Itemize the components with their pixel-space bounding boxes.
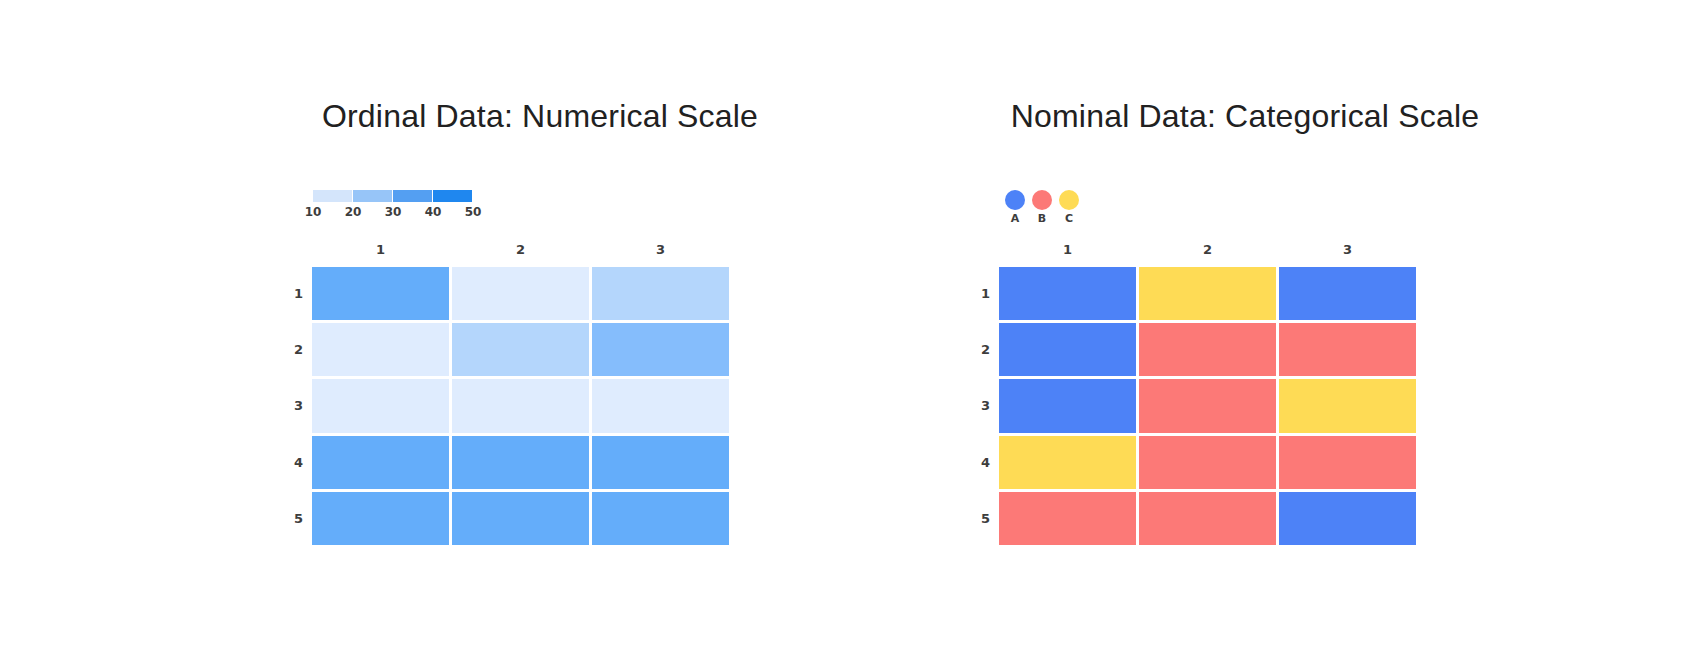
- heatmap-cell: [592, 379, 729, 432]
- ordinal-row-labels: 12345: [282, 267, 312, 545]
- row-label: 2: [969, 323, 999, 376]
- column-label: 1: [312, 242, 449, 260]
- heatmap-cell: [999, 267, 1136, 320]
- legend-item: C: [1059, 190, 1079, 225]
- row-label: 5: [969, 492, 999, 545]
- heatmap-cell: [1279, 267, 1416, 320]
- heatmap-cell: [999, 323, 1136, 376]
- heatmap-cell: [312, 323, 449, 376]
- heatmap-cell: [592, 492, 729, 545]
- heatmap-cell: [592, 267, 729, 320]
- row-label: 1: [282, 267, 312, 320]
- ramp-tick-label: 50: [459, 205, 487, 219]
- heatmap-cell: [1279, 379, 1416, 432]
- column-label: 3: [592, 242, 729, 260]
- heatmap-cell: [452, 267, 589, 320]
- heatmap-cell: [312, 267, 449, 320]
- ramp-tick-label: 10: [299, 205, 327, 219]
- heatmap-cell: [312, 492, 449, 545]
- ramp-tick-label: 40: [419, 205, 447, 219]
- legend-color-dot: [1059, 190, 1079, 210]
- heatmap-cell: [999, 436, 1136, 489]
- row-label: 4: [969, 436, 999, 489]
- heatmap-cell: [592, 323, 729, 376]
- heatmap-cell: [312, 379, 449, 432]
- ramp-swatch: [433, 190, 472, 202]
- legend-item: B: [1032, 190, 1052, 225]
- legend-item-label: B: [1038, 212, 1046, 225]
- heatmap-cell: [452, 323, 589, 376]
- column-label: 2: [1139, 242, 1276, 260]
- nominal-column-labels: 123: [999, 242, 1416, 260]
- heatmap-cell: [452, 492, 589, 545]
- row-label: 3: [969, 379, 999, 432]
- ordinal-column-labels: 123: [312, 242, 729, 260]
- row-label: 3: [282, 379, 312, 432]
- heatmap-cell: [1279, 436, 1416, 489]
- nominal-chart-title: Nominal Data: Categorical Scale: [985, 98, 1505, 135]
- column-label: 1: [999, 242, 1136, 260]
- ramp-swatch: [353, 190, 392, 202]
- legend-color-dot: [1005, 190, 1025, 210]
- heatmap-cell: [999, 492, 1136, 545]
- heatmap-cell: [1139, 492, 1276, 545]
- legend-item-label: C: [1065, 212, 1073, 225]
- page-canvas: Ordinal Data: Numerical Scale 10 20 30 40 50…: [0, 0, 1700, 657]
- heatmap-cell: [1139, 379, 1276, 432]
- heatmap-cell: [1279, 492, 1416, 545]
- ramp-swatch: [313, 190, 352, 202]
- color-ramp-ticks: 1020304050: [313, 205, 472, 221]
- nominal-row-labels: 12345: [969, 267, 999, 545]
- row-label: 1: [969, 267, 999, 320]
- ordinal-chart-title: Ordinal Data: Numerical Scale: [280, 98, 800, 135]
- nominal-category-legend: A B C: [1005, 190, 1079, 225]
- heatmap-cell: [452, 436, 589, 489]
- heatmap-cell: [592, 436, 729, 489]
- heatmap-cell: [1279, 323, 1416, 376]
- ordinal-color-ramp-legend: 1020304050: [313, 190, 472, 224]
- row-label: 4: [282, 436, 312, 489]
- column-label: 2: [452, 242, 589, 260]
- ramp-swatch: [393, 190, 432, 202]
- legend-color-dot: [1032, 190, 1052, 210]
- heatmap-cell: [312, 436, 449, 489]
- row-label: 2: [282, 323, 312, 376]
- heatmap-cell: [1139, 323, 1276, 376]
- heatmap-cell: [452, 379, 589, 432]
- nominal-heatmap-grid: [999, 267, 1416, 545]
- heatmap-cell: [1139, 267, 1276, 320]
- row-label: 5: [282, 492, 312, 545]
- column-label: 3: [1279, 242, 1416, 260]
- heatmap-cell: [999, 379, 1136, 432]
- legend-item: A: [1005, 190, 1025, 225]
- ordinal-heatmap-grid: [312, 267, 729, 545]
- legend-item-label: A: [1011, 212, 1020, 225]
- ramp-tick-label: 20: [339, 205, 367, 219]
- heatmap-cell: [1139, 436, 1276, 489]
- ramp-tick-label: 30: [379, 205, 407, 219]
- color-ramp-swatches: [313, 190, 472, 202]
